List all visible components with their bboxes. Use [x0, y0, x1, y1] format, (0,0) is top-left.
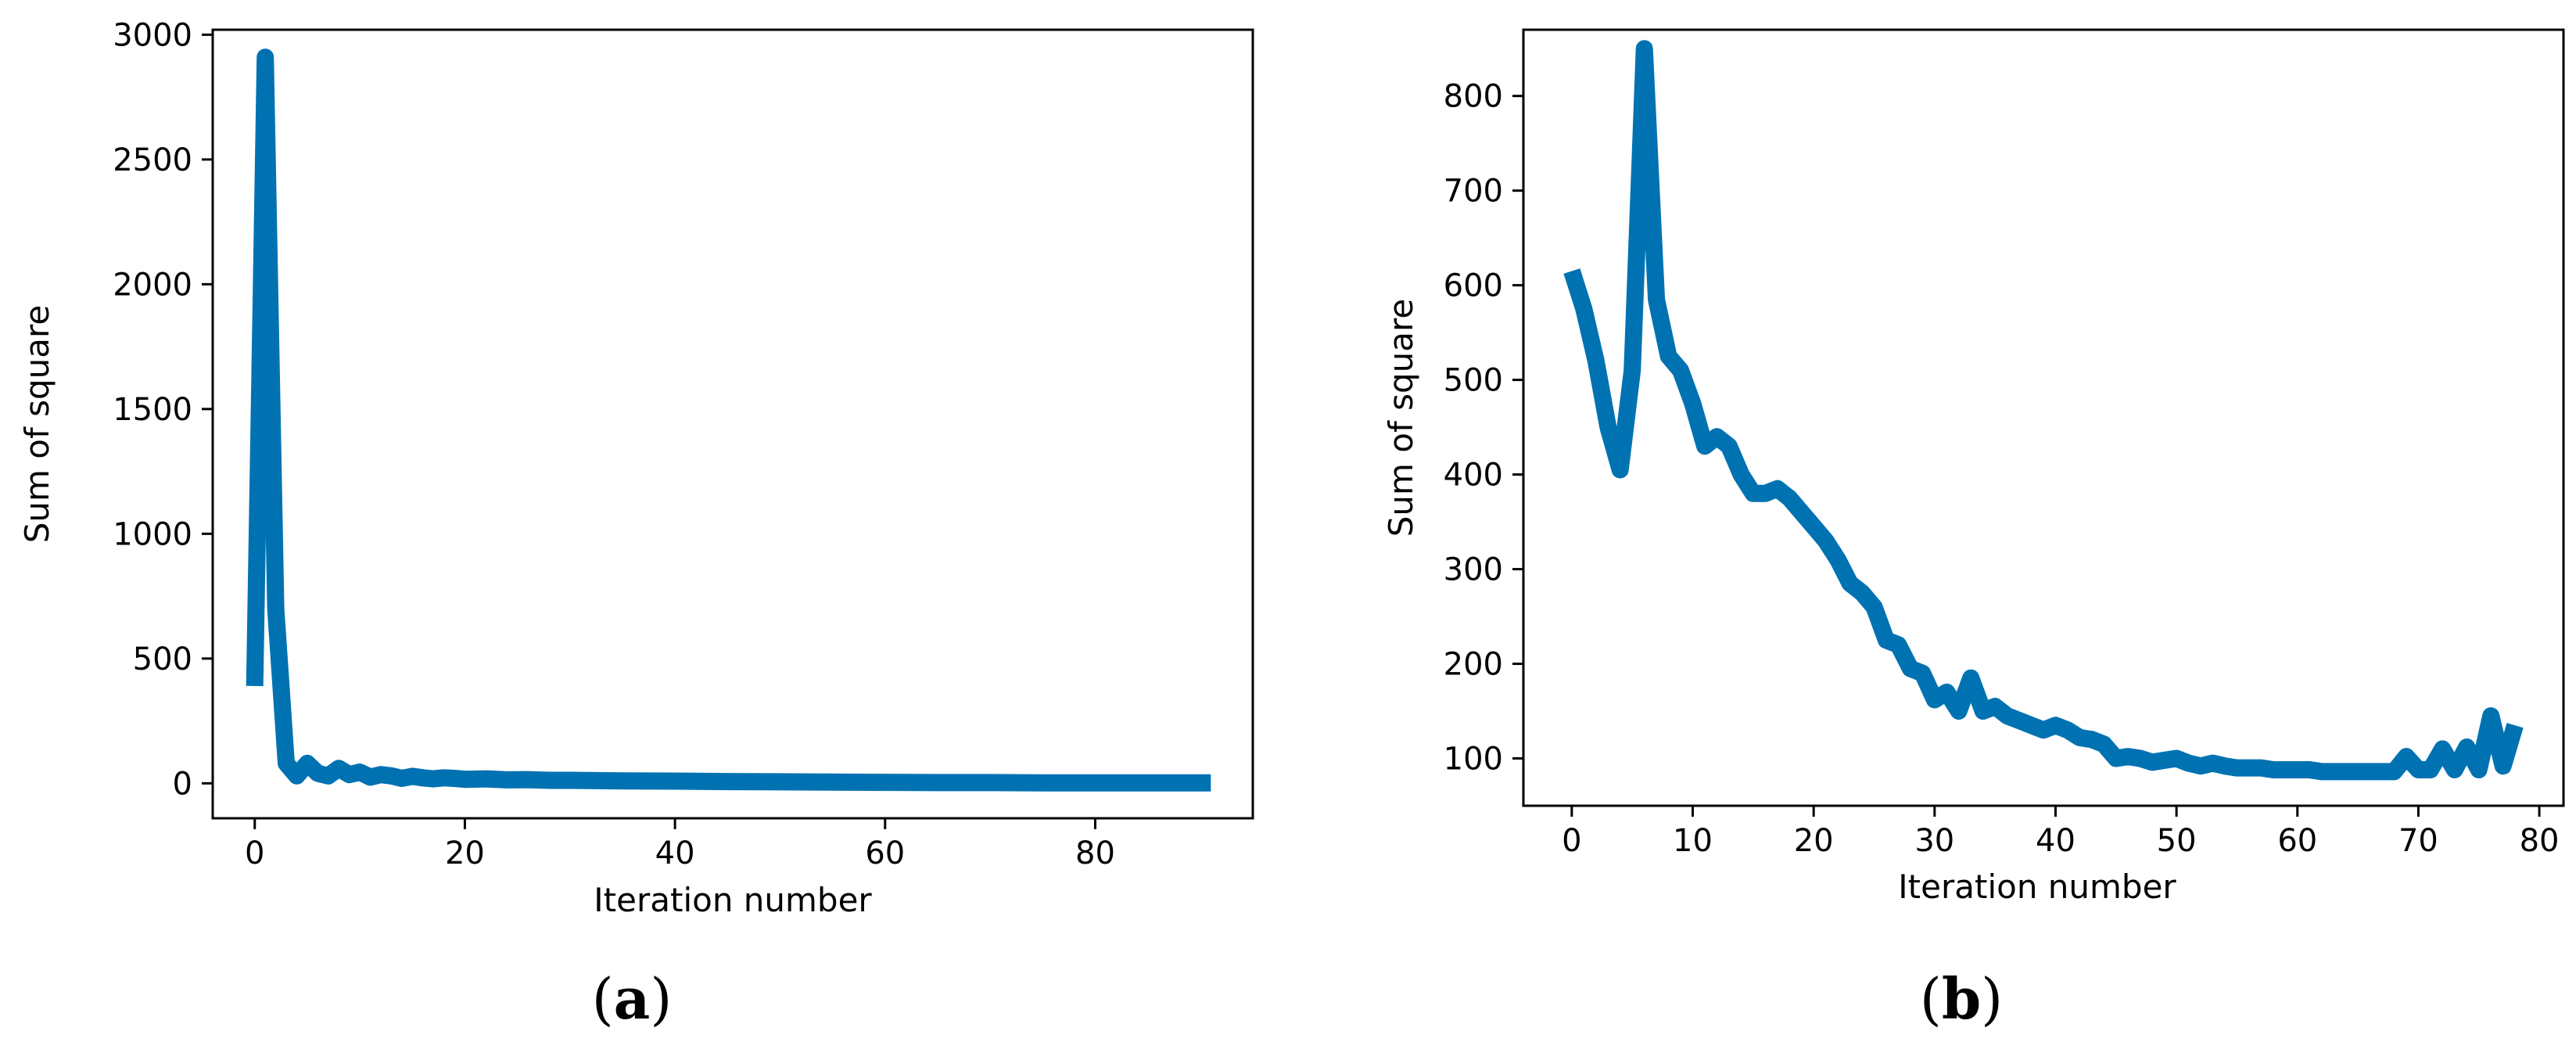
panel-b-x-tick-label: 30	[1914, 823, 1954, 859]
panel-a-caption-letter: a	[614, 965, 651, 1032]
panel-a-y-tick-label: 1500	[113, 392, 192, 428]
panel-a-x-ticks: 0 20 40 60 80	[245, 818, 1115, 871]
panel-b-chart: 0 10 20 30 40 50 60 70 80 100 200 300 400 500 600 700 8…	[1382, 28, 2565, 1032]
panel-b-plot-area	[1563, 40, 2524, 781]
panel-b-y-axis-label: Sum of square	[1382, 299, 1420, 537]
panel-b-y-tick-label: 500	[1444, 363, 1503, 399]
panel-b-y-tick-label: 200	[1444, 647, 1503, 683]
panel-b-x-tick-label: 0	[1562, 823, 1581, 859]
panel-a-y-tick-label: 0	[173, 766, 192, 802]
panel-b-y-tick-label: 600	[1444, 268, 1503, 304]
panel-a-y-tick-label: 3000	[113, 17, 192, 53]
panel-a-x-tick-label: 0	[245, 835, 264, 871]
panel-b-x-tick-label: 50	[2157, 823, 2197, 859]
panel-a-x-tick-label: 40	[655, 835, 695, 871]
panel-a-caption: (a)	[592, 965, 673, 1032]
panel-b-x-tick-label: 20	[1794, 823, 1834, 859]
panel-a-x-axis-label: Iteration number	[594, 881, 872, 919]
panel-a-chart: 0 20 40 60 80 0 500 1000 1500 2000 2500 3000 Itera…	[18, 17, 1254, 1032]
panel-a-series-line	[246, 49, 1211, 792]
panel-a-frame	[211, 28, 1254, 820]
panel-b-frame	[1522, 28, 2565, 807]
panel-b-y-tick-label: 400	[1444, 458, 1503, 494]
panel-b-x-axis-label: Iteration number	[1898, 868, 2176, 906]
panel-b-x-tick-label: 10	[1673, 823, 1713, 859]
panel-b-series-line	[1563, 40, 2524, 781]
panel-a-y-axis-label: Sum of square	[18, 305, 56, 543]
panel-a-plot-area	[246, 49, 1211, 792]
panel-a-y-tick-label: 500	[133, 641, 192, 677]
panel-a-x-tick-label: 60	[865, 835, 905, 871]
panel-b-x-tick-label: 60	[2277, 823, 2317, 859]
panel-b-y-tick-label: 300	[1444, 552, 1503, 588]
panel-b-caption-letter: b	[1942, 965, 1981, 1032]
panel-b-y-tick-label: 700	[1444, 174, 1503, 210]
panel-b-x-tick-label: 80	[2520, 823, 2560, 859]
panel-a-x-tick-label: 80	[1075, 835, 1115, 871]
panel-a-y-tick-label: 2500	[113, 142, 192, 178]
panel-b-y-tick-label: 800	[1444, 79, 1503, 115]
panel-a-x-tick-label: 20	[445, 835, 485, 871]
panel-b-y-tick-label: 100	[1444, 742, 1503, 778]
panel-a-y-ticks: 0 500 1000 1500 2000 2500 3000	[113, 17, 213, 802]
panel-b-x-tick-label: 70	[2398, 823, 2438, 859]
panel-b-y-ticks: 100 200 300 400 500 600 700 800	[1444, 79, 1523, 778]
panel-b-x-ticks: 0 10 20 30 40 50 60 70 80	[1562, 806, 2560, 859]
panel-a-y-tick-label: 2000	[113, 267, 192, 303]
panel-b-x-tick-label: 40	[2036, 823, 2076, 859]
panel-a-y-tick-label: 1000	[113, 516, 192, 552]
panel-b-caption: (b)	[1920, 965, 2004, 1032]
